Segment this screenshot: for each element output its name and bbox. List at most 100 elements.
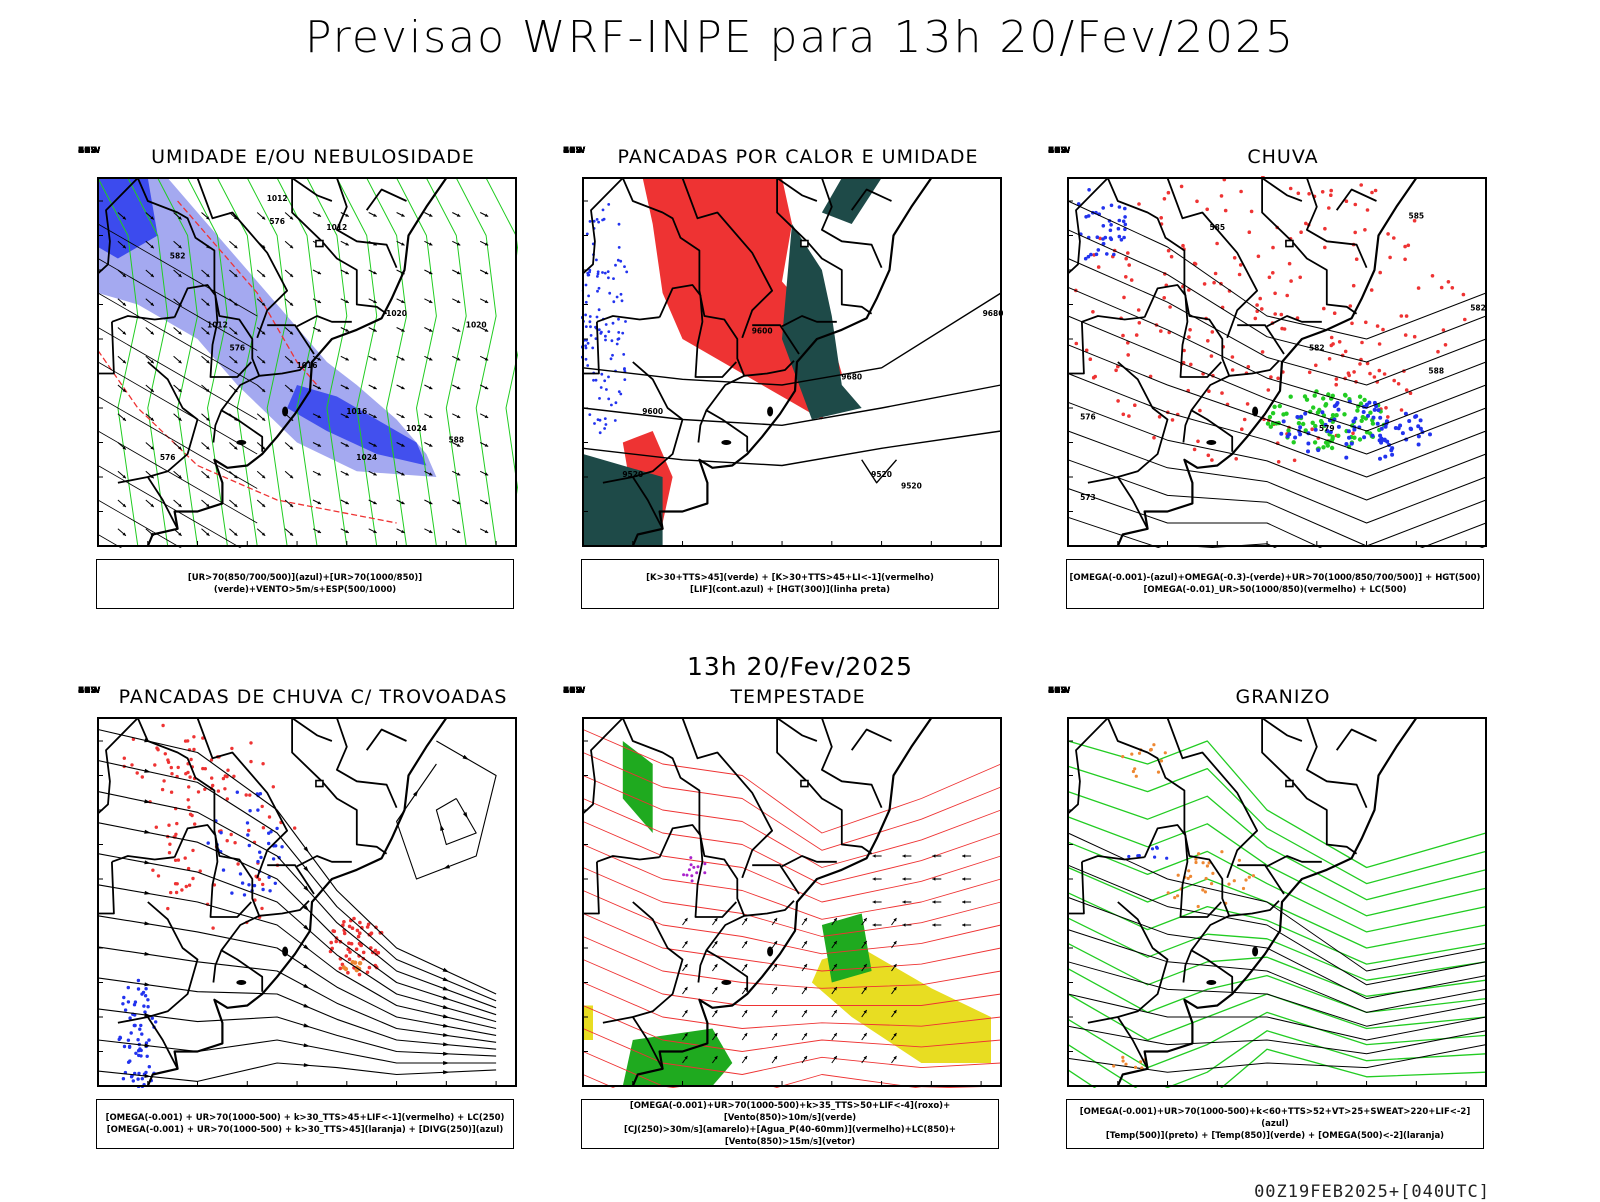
legend-line-2: [OMEGA(-0.01)_UR>50(1000/850)(vermelho) … xyxy=(1143,584,1406,596)
scatter-dot xyxy=(347,941,351,945)
scatter-dot xyxy=(191,849,194,852)
scatter-dot xyxy=(1400,408,1404,412)
scatter-dot xyxy=(1165,857,1168,860)
scatter-dot xyxy=(692,866,695,869)
scatter-dot xyxy=(1097,248,1101,252)
scatter-dot xyxy=(1278,404,1282,408)
map-granizo[interactable] xyxy=(1066,716,1488,1088)
scatter-dot xyxy=(1398,424,1402,428)
scatter-dot xyxy=(1316,410,1320,414)
scatter-dot xyxy=(1344,442,1348,446)
scatter-dot xyxy=(1311,405,1315,409)
scatter-dot xyxy=(1205,208,1209,212)
panel-trovoadas[interactable]: PANCADAS DE CHUVA C/ TROVOADAS [OMEGA(-0… xyxy=(78,686,548,1156)
scatter-dot xyxy=(607,276,610,279)
scatter-dot xyxy=(585,358,588,361)
scatter-dot xyxy=(1314,364,1318,368)
scatter-dot xyxy=(1114,369,1118,373)
map-umidade[interactable]: 1012101210121016101610201020102410245765… xyxy=(96,176,518,548)
scatter-dot xyxy=(622,353,625,356)
scatter-dot xyxy=(241,881,244,884)
panel-title: CHUVA xyxy=(1048,146,1518,168)
scatter-dot xyxy=(603,427,606,430)
scatter-dot xyxy=(1211,330,1215,334)
map-trovoadas[interactable] xyxy=(96,716,518,1088)
scatter-dot xyxy=(1301,422,1305,426)
scatter-dot xyxy=(167,824,170,827)
scatter-dot xyxy=(1267,388,1271,392)
scatter-dot xyxy=(1400,314,1404,318)
scatter-dot xyxy=(596,275,599,278)
scatter-dot xyxy=(239,872,242,875)
scatter-dot xyxy=(1413,335,1417,339)
scatter-dot xyxy=(223,787,226,790)
contour-label: 573 xyxy=(1080,493,1096,502)
scatter-dot xyxy=(615,401,618,404)
scatter-dot xyxy=(1373,408,1377,412)
scatter-dot xyxy=(1121,334,1125,338)
scatter-dot xyxy=(1362,398,1366,402)
scatter-dot xyxy=(1181,244,1185,248)
scatter-dot xyxy=(259,856,262,859)
scatter-dot xyxy=(343,932,347,936)
scatter-dot xyxy=(1276,377,1280,381)
scatter-dot xyxy=(1390,446,1394,450)
scatter-dot xyxy=(1390,453,1394,457)
scatter-dot xyxy=(144,987,147,990)
scatter-dot xyxy=(1367,401,1371,405)
scatter-dot xyxy=(1269,425,1273,429)
scatter-dot xyxy=(157,874,160,877)
scatter-dot xyxy=(169,891,172,894)
scatter-dot xyxy=(1343,393,1347,397)
scatter-dot xyxy=(174,882,177,885)
scatter-dot xyxy=(691,879,694,882)
scatter-dot xyxy=(1321,396,1325,400)
scatter-dot xyxy=(1134,1066,1137,1069)
scatter-dot xyxy=(1383,372,1387,376)
scatter-dot xyxy=(1095,253,1099,257)
scatter-dot xyxy=(1252,874,1255,877)
panel-granizo[interactable]: GRANIZO [OMEGA(-0.001)+UR>70(1000-500)+k… xyxy=(1048,686,1518,1156)
scatter-dot xyxy=(1250,210,1254,214)
scatter-dot xyxy=(1371,434,1375,438)
scatter-dot xyxy=(1405,388,1409,392)
map-tempestade[interactable] xyxy=(581,716,1003,1088)
scatter-dot xyxy=(1308,371,1312,375)
scatter-dot xyxy=(1360,341,1364,345)
scatter-dot xyxy=(1444,343,1448,347)
contour-label: 576 xyxy=(230,344,246,353)
scatter-dot xyxy=(1407,419,1411,423)
contour-label: 576 xyxy=(160,453,176,462)
scatter-dot xyxy=(1298,425,1302,429)
scatter-dot xyxy=(168,843,171,846)
scatter-dot xyxy=(1135,333,1139,337)
scatter-dot xyxy=(1197,905,1200,908)
lon-tick-label: 30W xyxy=(1048,146,1070,156)
scatter-dot xyxy=(1102,224,1106,228)
scatter-dot xyxy=(1120,238,1124,242)
scatter-dot xyxy=(146,998,149,1001)
scatter-dot xyxy=(1280,313,1284,317)
scatter-dot xyxy=(334,940,338,944)
scatter-dot xyxy=(1109,223,1113,227)
scatter-dot xyxy=(1089,253,1093,257)
scatter-dot xyxy=(1381,328,1385,332)
scatter-dot xyxy=(189,758,192,761)
scatter-dot xyxy=(586,364,589,367)
legend-line-2: [LIF](cont.azul) + [HGT(300)](linha pret… xyxy=(690,584,890,596)
scatter-dot xyxy=(146,1005,149,1008)
scatter-dot xyxy=(1286,428,1290,432)
panel-tempestade[interactable]: TEMPESTADE [OMEGA(-0.001)+UR>70(1000-500… xyxy=(563,686,1033,1156)
scatter-dot xyxy=(1205,877,1208,880)
scatter-dot xyxy=(620,293,623,296)
scatter-dot xyxy=(1329,193,1333,197)
scatter-dot xyxy=(1347,436,1351,440)
scatter-dot xyxy=(598,397,601,400)
panel-title: PANCADAS DE CHUVA C/ TROVOADAS xyxy=(78,686,548,708)
scatter-dot xyxy=(1409,427,1413,431)
